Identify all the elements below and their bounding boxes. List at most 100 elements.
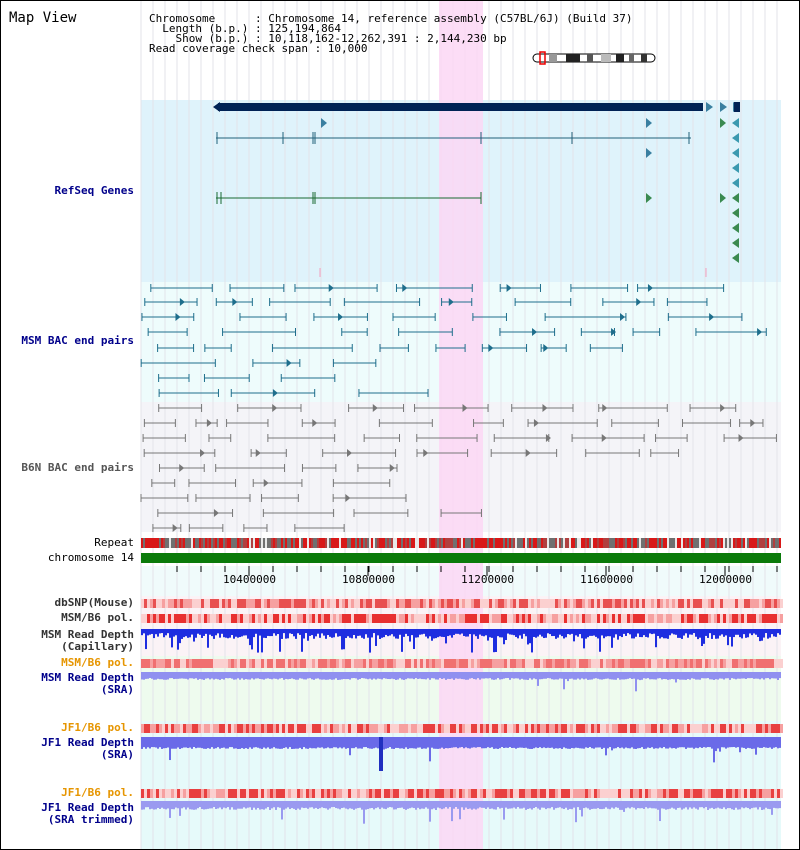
repeat-element [721,538,723,548]
polymorphism-cell [216,659,219,668]
read-depth-bar [557,629,559,638]
track-label-jf1-b6-pol-2[interactable]: JF1/B6 pol. [61,786,134,799]
read-depth-bar [331,737,333,749]
polymorphism-cell [219,724,222,733]
track-label-msm-bac[interactable]: MSM BAC end pairs [21,334,134,347]
read-depth-bar [765,737,767,748]
polymorphism-cell [651,599,654,608]
polymorphism-cell [264,659,267,668]
polymorphism-cell [585,614,588,623]
read-depth-bar [207,629,209,648]
repeat-element [579,538,581,548]
polymorphism-cell [417,599,420,608]
read-depth-bar [513,737,515,748]
repeat-element [675,538,677,548]
track-label-chromosome[interactable]: chromosome 14 [47,551,134,564]
polymorphism-cell [552,659,555,668]
read-depth-bar [257,801,259,808]
read-depth-bar [519,672,521,680]
read-depth-bar [381,801,383,808]
track-label-refseq[interactable]: RefSeq Genes [54,184,134,197]
read-depth-bar [443,801,445,809]
read-depth-bar [629,737,631,749]
read-depth-bar [657,737,659,749]
chromosome-info: Chromosome : Chromosome 14, reference as… [149,12,633,25]
read-depth-bar [371,801,373,808]
polymorphism-cell [456,599,459,608]
repeat-element [381,538,383,548]
repeat-element [155,538,157,548]
repeat-element [445,538,447,548]
track-label-jf1-depth-trim[interactable]: JF1 Read Depth [41,801,134,814]
polymorphism-cell [357,724,360,733]
read-depth-bar [687,629,689,638]
polymorphism-cell [435,724,438,733]
track-label-msm-b6-pol-1[interactable]: MSM/B6 pol. [61,611,134,624]
read-depth-bar [289,629,291,634]
repeat-element [363,538,365,548]
bac-arrow [636,298,642,306]
polymorphism-cell [585,724,588,733]
read-depth-bar [733,801,735,810]
polymorphism-cell [708,789,711,798]
read-depth-bar [773,801,775,808]
track-label-jf1-depth-sra[interactable]: JF1 Read Depth [41,736,134,749]
polymorphism-cell [666,614,669,623]
polymorphism-cell [567,724,570,733]
polymorphism-cell [213,659,216,668]
track-label-b6n-bac[interactable]: B6N BAC end pairs [21,461,134,474]
gene-arrow [732,133,739,143]
read-depth-bar [421,737,423,749]
read-depth-bar [721,801,723,809]
track-label-jf1-b6-pol-1[interactable]: JF1/B6 pol. [61,721,134,734]
repeat-element [497,538,499,548]
read-depth-bar [343,737,345,748]
polymorphism-cell [402,599,405,608]
read-depth-bar [599,801,601,810]
repeat-element [605,538,607,548]
read-depth-bar [645,629,647,637]
read-depth-bar [309,801,311,808]
polymorphism-cell [222,789,225,798]
track-label-msm-b6-pol-2[interactable]: MSM/B6 pol. [61,656,134,669]
repeat-element [609,538,611,548]
read-depth-bar [539,737,541,748]
read-depth-bar [673,801,675,809]
polymorphism-cell [474,789,477,798]
polymorphism-cell [201,614,204,623]
read-depth-bar [419,737,421,748]
read-depth-bar [679,801,681,808]
read-depth-bar [433,672,435,679]
polymorphism-cell [318,659,321,668]
track-label-dbsnp[interactable]: dbSNP(Mouse) [54,596,134,609]
read-depth-bar [705,629,707,636]
read-depth-bar [319,801,321,809]
read-depth-bar [187,737,189,749]
read-depth-bar [495,737,497,749]
track-label-msm-depth-cap[interactable]: MSM Read Depth [41,628,134,641]
polymorphism-cell [591,724,594,733]
read-depth-bar [765,801,767,808]
polymorphism-cell [630,724,633,733]
repeat-element [733,538,735,548]
read-depth-bar [557,672,559,680]
read-depth-bar [679,737,681,748]
read-depth-bar [373,737,375,749]
track-label-msm-depth-sra[interactable]: MSM Read Depth [41,671,134,684]
repeat-element [193,538,195,548]
polymorphism-cell [660,659,663,668]
read-depth-bar [585,801,587,808]
read-depth-bar [399,629,401,635]
ideogram-position-marker [539,51,546,65]
polymorphism-cell [342,789,345,798]
read-depth-bar [543,801,545,808]
track-label-repeat[interactable]: Repeat [94,536,134,549]
polymorphism-cell [147,789,150,798]
repeat-element [719,538,721,548]
polymorphism-cell [390,614,393,623]
read-depth-bar [493,801,495,810]
read-depth-bar [567,672,569,682]
polymorphism-cell [702,789,705,798]
repeat-element [345,538,347,548]
